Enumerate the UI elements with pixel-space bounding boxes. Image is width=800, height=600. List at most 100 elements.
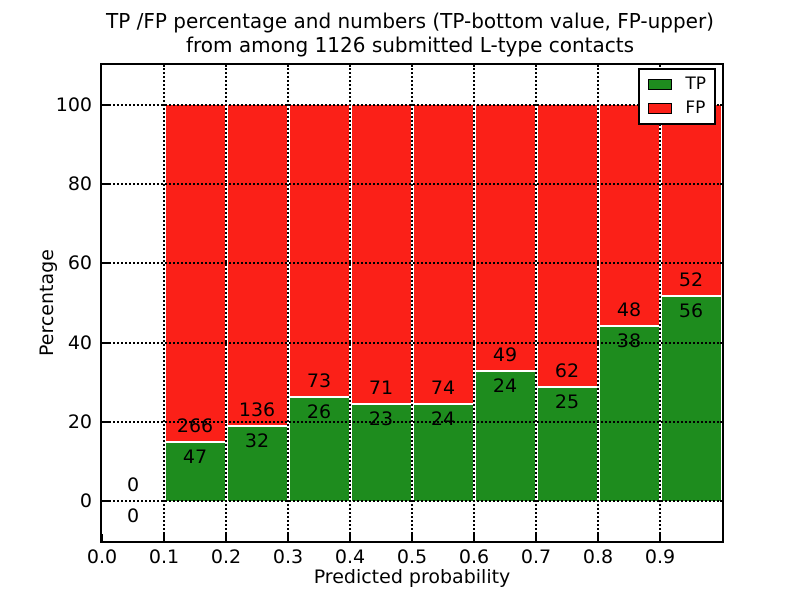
gridline-x bbox=[287, 65, 289, 541]
bar-tp-count-label: 38 bbox=[616, 330, 642, 353]
plot-area: Predicted probability Percentage TP FP 0… bbox=[36, 63, 724, 588]
bar-fp-segment bbox=[351, 104, 411, 405]
gridline-x bbox=[473, 65, 475, 541]
x-tick-label: 0.3 bbox=[272, 546, 304, 568]
y-tick-label: 100 bbox=[55, 93, 92, 116]
x-tick-label: 0.8 bbox=[582, 546, 614, 568]
legend: TP FP bbox=[638, 68, 716, 125]
y-axis-label: Percentage bbox=[36, 249, 58, 357]
y-tick-mark bbox=[102, 500, 109, 503]
x-tick-mark bbox=[659, 534, 661, 541]
bar-fp-segment bbox=[227, 104, 287, 426]
gridline-y bbox=[102, 341, 722, 344]
bar-fp-count-label: 71 bbox=[368, 377, 394, 400]
x-tick-mark bbox=[597, 534, 599, 541]
bar-fp-count-label: 266 bbox=[176, 414, 214, 437]
bar-tp-segment bbox=[537, 387, 597, 502]
bar-fp-count-label: 62 bbox=[554, 360, 580, 383]
bar-tp-fp-boundary bbox=[475, 369, 535, 372]
bar-tp-count-label: 47 bbox=[182, 445, 208, 468]
tp-color-swatch bbox=[648, 79, 673, 90]
gridline-y bbox=[102, 500, 722, 503]
bar-fp-count-label: 73 bbox=[306, 370, 332, 393]
y-tick-label: 20 bbox=[67, 411, 92, 433]
bar-tp-fp-boundary bbox=[289, 396, 349, 399]
x-tick-label: 0.6 bbox=[458, 546, 490, 568]
x-tick-label: 0.2 bbox=[210, 546, 242, 568]
bar-tp-fp-boundary bbox=[661, 294, 721, 297]
bar-fp-count-label: 74 bbox=[430, 377, 456, 400]
bar-tp-count-label: 23 bbox=[368, 408, 394, 431]
bar-tp-segment bbox=[227, 425, 287, 502]
bar-tp-fp-boundary bbox=[413, 403, 473, 406]
bar-fp-count-label: 0 bbox=[126, 474, 140, 497]
bar-tp-segment bbox=[351, 404, 411, 502]
x-tick-mark bbox=[287, 534, 289, 541]
x-tick-mark bbox=[101, 534, 103, 541]
y-tick-mark bbox=[102, 103, 109, 106]
gridline-y bbox=[102, 262, 722, 265]
bar-fp-segment bbox=[599, 104, 659, 327]
bar-tp-count-label: 24 bbox=[492, 374, 518, 397]
bar-tp-segment bbox=[661, 295, 721, 502]
bar-tp-segment bbox=[475, 370, 535, 502]
x-tick-label: 0.7 bbox=[520, 546, 552, 568]
y-tick-mark bbox=[102, 183, 109, 185]
bar-tp-fp-boundary bbox=[165, 440, 225, 443]
bar-fp-segment bbox=[165, 104, 225, 442]
bar-tp-count-label: 32 bbox=[244, 429, 270, 452]
bar-fp-count-label: 52 bbox=[678, 268, 704, 291]
x-tick-mark bbox=[163, 534, 165, 541]
legend-item-tp: TP bbox=[648, 74, 706, 95]
fp-color-swatch bbox=[648, 103, 673, 114]
bar-fp-segment bbox=[289, 104, 349, 398]
x-tick-label: 0.4 bbox=[334, 546, 366, 568]
bar-tp-fp-boundary bbox=[537, 386, 597, 389]
gridline-x bbox=[535, 65, 537, 541]
x-tick-mark bbox=[535, 534, 537, 541]
bar-fp-segment bbox=[661, 104, 721, 296]
x-tick-mark bbox=[473, 534, 475, 541]
bar-tp-fp-boundary bbox=[351, 403, 411, 406]
legend-label-fp: FP bbox=[685, 98, 706, 118]
x-tick-mark bbox=[225, 534, 227, 541]
gridline-x bbox=[411, 65, 413, 541]
x-tick-label: 0.1 bbox=[148, 546, 180, 568]
bar-tp-segment bbox=[165, 441, 225, 502]
y-tick-label: 40 bbox=[67, 331, 92, 354]
bar-fp-segment bbox=[537, 104, 597, 388]
chart-title-line2: from among 1126 submitted L-type contact… bbox=[185, 33, 635, 57]
bar-tp-count-label: 0 bbox=[126, 505, 140, 528]
bar-fp-segment bbox=[475, 104, 535, 371]
x-axis-label: Predicted probability bbox=[313, 566, 511, 588]
gridline-x bbox=[659, 65, 661, 541]
x-tick-label: 0.0 bbox=[86, 546, 118, 568]
chart-title: TP /FP percentage and numbers (TP-bottom… bbox=[100, 9, 720, 57]
gridline-x bbox=[225, 65, 227, 541]
bar-fp-count-label: 136 bbox=[238, 398, 276, 421]
x-tick-mark bbox=[349, 534, 351, 541]
bar-fp-count-label: 48 bbox=[616, 299, 642, 322]
legend-label-tp: TP bbox=[685, 74, 706, 94]
x-tick-label: 0.5 bbox=[396, 546, 428, 568]
bar-tp-fp-boundary bbox=[599, 325, 659, 328]
bar-tp-segment bbox=[413, 404, 473, 502]
y-tick-mark bbox=[102, 262, 109, 265]
bar-tp-count-label: 56 bbox=[678, 299, 704, 322]
bar-tp-count-label: 24 bbox=[430, 408, 456, 431]
gridline-y bbox=[102, 183, 722, 185]
bar-tp-segment bbox=[289, 397, 349, 502]
y-tick-label: 60 bbox=[67, 252, 92, 275]
bar-tp-count-label: 25 bbox=[554, 391, 580, 414]
y-tick-label: 80 bbox=[67, 173, 92, 195]
gridline-x bbox=[597, 65, 599, 541]
gridline-x bbox=[163, 65, 165, 541]
x-tick-mark bbox=[411, 534, 413, 541]
y-tick-label: 0 bbox=[79, 490, 92, 513]
y-tick-mark bbox=[102, 341, 109, 344]
bar-tp-fp-boundary bbox=[227, 424, 287, 427]
chart-title-line1: TP /FP percentage and numbers (TP-bottom… bbox=[106, 9, 714, 33]
legend-item-fp: FP bbox=[648, 98, 706, 119]
gridline-y bbox=[102, 103, 722, 106]
